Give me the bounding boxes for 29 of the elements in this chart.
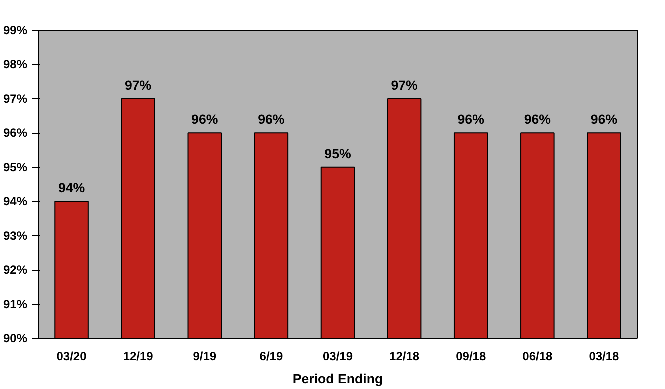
y-tick-label: 95%	[3, 160, 28, 174]
y-tick-label: 99%	[3, 24, 28, 38]
y-tick-label: 93%	[3, 228, 28, 243]
y-tick-label: 98%	[3, 58, 28, 72]
y-tick-label: 97%	[3, 92, 28, 106]
data-label: 95%	[324, 146, 352, 162]
x-axis-title: Period Ending	[292, 372, 384, 386]
data-label: 96%	[458, 112, 485, 128]
x-tick-label: 06/18	[522, 350, 554, 364]
x-tick-label: 03/19	[322, 350, 354, 364]
data-label: 97%	[124, 78, 152, 93]
data-label: 96%	[590, 112, 618, 128]
x-tick-label: 6/19	[260, 350, 284, 364]
x-tick-label: 03/18	[589, 350, 620, 364]
data-label: 96%	[524, 112, 552, 128]
x-tick-label: 09/18	[456, 350, 486, 364]
y-tick-label: 92%	[3, 263, 28, 278]
y-tick-label: 90%	[3, 332, 28, 346]
x-tick-label: 9/19	[193, 350, 217, 364]
x-tick-label: 12/18	[390, 350, 420, 364]
x-tick-label: 12/19	[123, 350, 154, 364]
data-label: 94%	[58, 180, 86, 196]
x-tick-label: 03/20	[56, 350, 88, 364]
y-tick-label: 94%	[3, 194, 28, 209]
y-tick-label: 91%	[3, 297, 28, 312]
data-label: 96%	[192, 112, 218, 128]
data-label: 97%	[391, 78, 418, 93]
y-tick-label: 96%	[3, 126, 28, 140]
data-label: 96%	[258, 112, 285, 128]
